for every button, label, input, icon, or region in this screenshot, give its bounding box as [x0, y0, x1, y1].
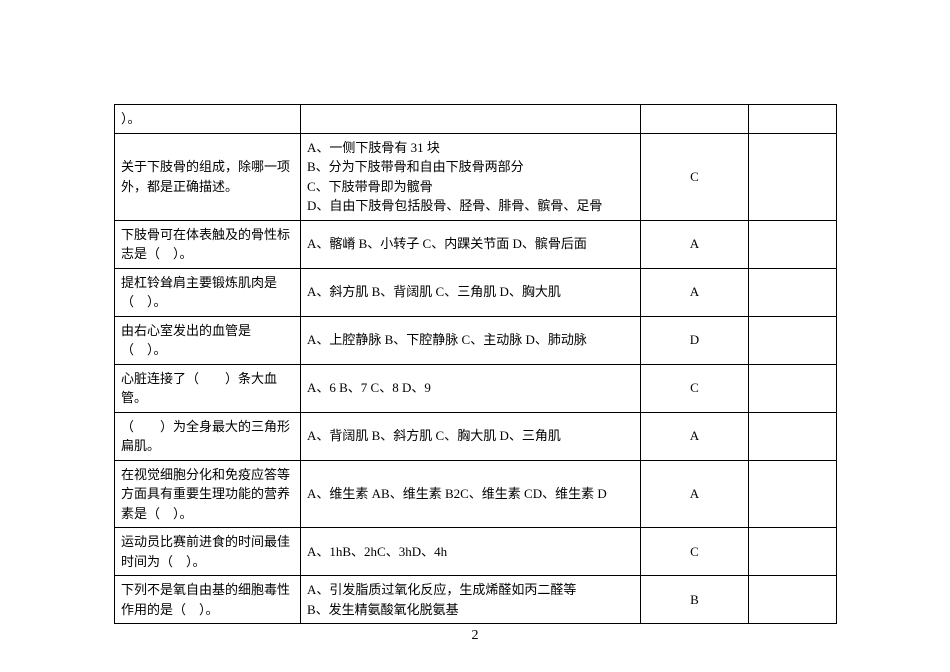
question-cell: 提杠铃耸肩主要锻炼肌肉是（ ）。	[115, 268, 301, 316]
blank-cell	[749, 133, 837, 220]
options-cell: A、上腔静脉 B、下腔静脉 C、主动脉 D、肺动脉	[301, 316, 641, 364]
question-cell: 在视觉细胞分化和免疫应答等方面具有重要生理功能的营养素是（ ）。	[115, 460, 301, 528]
answer-cell: A	[641, 460, 749, 528]
blank-cell	[749, 460, 837, 528]
table-row: 下肢骨可在体表触及的骨性标志是（ ）。A、髂嵴 B、小转子 C、内踝关节面 D、…	[115, 220, 837, 268]
blank-cell	[749, 364, 837, 412]
question-table: ）。关于下肢骨的组成，除哪一项外，都是正确描述。A、一侧下肢骨有 31 块 B、…	[114, 104, 837, 624]
document-page: ）。关于下肢骨的组成，除哪一项外，都是正确描述。A、一侧下肢骨有 31 块 B、…	[0, 0, 950, 672]
answer-cell: D	[641, 316, 749, 364]
question-cell: 下列不是氧自由基的细胞毒性作用的是（ ）。	[115, 576, 301, 624]
options-cell	[301, 105, 641, 134]
blank-cell	[749, 220, 837, 268]
question-cell: 由右心室发出的血管是（ ）。	[115, 316, 301, 364]
table-row: ）。	[115, 105, 837, 134]
table-row: 关于下肢骨的组成，除哪一项外，都是正确描述。A、一侧下肢骨有 31 块 B、分为…	[115, 133, 837, 220]
options-cell: A、斜方肌 B、背阔肌 C、三角肌 D、胸大肌	[301, 268, 641, 316]
table-row: 运动员比赛前进食的时间最佳时间为（ ）。A、1hB、2hC、3hD、4hC	[115, 528, 837, 576]
table-row: 下列不是氧自由基的细胞毒性作用的是（ ）。A、引发脂质过氧化反应，生成烯醛如丙二…	[115, 576, 837, 624]
blank-cell	[749, 105, 837, 134]
table-row: （ ）为全身最大的三角形扁肌。A、背阔肌 B、斜方肌 C、胸大肌 D、三角肌A	[115, 412, 837, 460]
options-cell: A、1hB、2hC、3hD、4h	[301, 528, 641, 576]
answer-cell: A	[641, 220, 749, 268]
options-cell: A、引发脂质过氧化反应，生成烯醛如丙二醛等 B、发生精氨酸氧化脱氨基	[301, 576, 641, 624]
table-row: 提杠铃耸肩主要锻炼肌肉是（ ）。A、斜方肌 B、背阔肌 C、三角肌 D、胸大肌A	[115, 268, 837, 316]
question-cell: 运动员比赛前进食的时间最佳时间为（ ）。	[115, 528, 301, 576]
question-cell: 关于下肢骨的组成，除哪一项外，都是正确描述。	[115, 133, 301, 220]
answer-cell: A	[641, 268, 749, 316]
answer-cell: C	[641, 364, 749, 412]
page-number: 2	[0, 628, 950, 644]
answer-cell: B	[641, 576, 749, 624]
question-cell: 心脏连接了（ ）条大血管。	[115, 364, 301, 412]
answer-cell: C	[641, 528, 749, 576]
blank-cell	[749, 316, 837, 364]
options-cell: A、一侧下肢骨有 31 块 B、分为下肢带骨和自由下肢骨两部分 C、下肢带骨即为…	[301, 133, 641, 220]
options-cell: A、6 B、7 C、8 D、9	[301, 364, 641, 412]
options-cell: A、背阔肌 B、斜方肌 C、胸大肌 D、三角肌	[301, 412, 641, 460]
table-row: 由右心室发出的血管是（ ）。A、上腔静脉 B、下腔静脉 C、主动脉 D、肺动脉D	[115, 316, 837, 364]
blank-cell	[749, 576, 837, 624]
answer-cell: C	[641, 133, 749, 220]
question-cell: 下肢骨可在体表触及的骨性标志是（ ）。	[115, 220, 301, 268]
table-row: 在视觉细胞分化和免疫应答等方面具有重要生理功能的营养素是（ ）。A、维生素 AB…	[115, 460, 837, 528]
blank-cell	[749, 268, 837, 316]
question-cell: （ ）为全身最大的三角形扁肌。	[115, 412, 301, 460]
answer-cell: A	[641, 412, 749, 460]
question-cell: ）。	[115, 105, 301, 134]
answer-cell	[641, 105, 749, 134]
blank-cell	[749, 412, 837, 460]
blank-cell	[749, 528, 837, 576]
options-cell: A、髂嵴 B、小转子 C、内踝关节面 D、髌骨后面	[301, 220, 641, 268]
options-cell: A、维生素 AB、维生素 B2C、维生素 CD、维生素 D	[301, 460, 641, 528]
table-row: 心脏连接了（ ）条大血管。A、6 B、7 C、8 D、9C	[115, 364, 837, 412]
